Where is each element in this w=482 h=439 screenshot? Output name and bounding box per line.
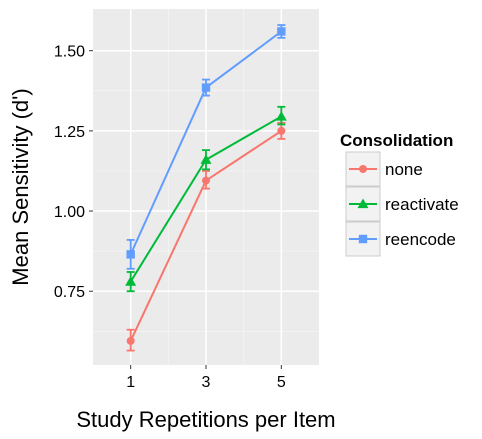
data-point-reactivate: [125, 276, 137, 286]
data-point-reencode: [126, 250, 135, 259]
legend-item-reencode: reencode: [345, 221, 456, 257]
legend-key-marker: [358, 234, 368, 244]
x-axis-title: Study Repetitions per Item: [76, 407, 335, 432]
legend-key-marker: [359, 165, 367, 173]
grid-major-lines: [93, 9, 319, 365]
series-none: [126, 121, 286, 352]
legend-key-marker: [357, 198, 369, 209]
series-layer: [125, 24, 287, 352]
legend-item-reactivate: reactivate: [345, 186, 459, 222]
legend: Consolidation none reactivate reencode: [340, 131, 459, 257]
x-tick-label: 3: [202, 374, 211, 391]
legend-title: Consolidation: [340, 131, 453, 150]
data-point-none: [202, 176, 210, 185]
data-point-reactivate: [275, 110, 287, 121]
series-reactivate: [125, 105, 287, 293]
y-axis-title: Mean Sensitivity (d'): [8, 88, 33, 285]
y-tick-label: 1.50: [54, 44, 85, 61]
series-reencode: [126, 24, 286, 270]
data-point-reactivate: [200, 154, 212, 164]
legend-label: none: [385, 160, 423, 179]
data-point-none: [126, 336, 135, 345]
legend-keys: none reactivate reencode: [345, 151, 459, 257]
x-tick-label: 1: [126, 374, 135, 391]
y-tick-label: 0.75: [54, 284, 85, 301]
data-point-reencode: [277, 27, 286, 36]
data-point-reencode: [201, 83, 211, 92]
y-tick-label: 1.25: [54, 124, 85, 141]
x-axis: 1 3 5: [126, 365, 286, 391]
y-tick-label: 1.00: [54, 204, 85, 221]
legend-item-none: none: [345, 151, 423, 187]
legend-label: reactivate: [385, 195, 459, 214]
y-axis: 0.75 1.00 1.25 1.50: [54, 44, 93, 301]
data-point-none: [277, 126, 286, 135]
x-tick-label: 5: [277, 374, 286, 391]
legend-label: reencode: [385, 230, 456, 249]
